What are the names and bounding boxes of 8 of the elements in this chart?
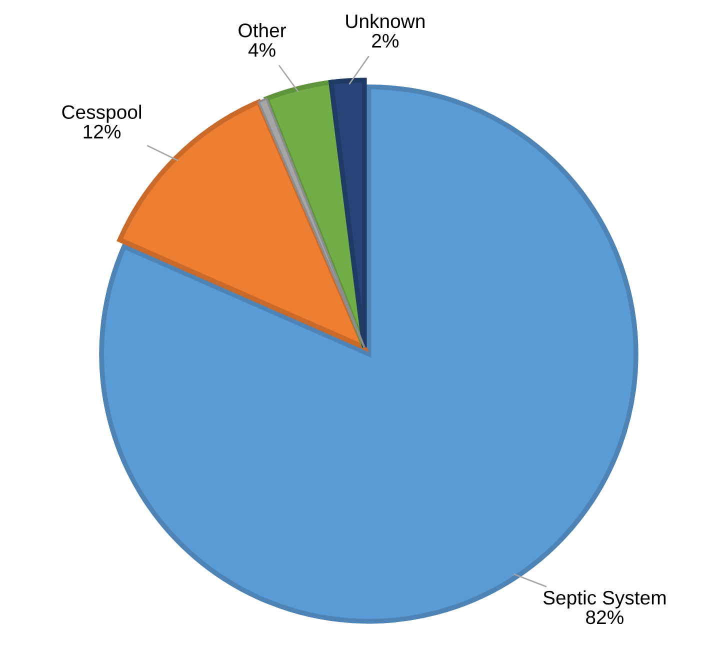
slice-label: Cesspool [62, 104, 141, 123]
data-label: 82% [586, 610, 624, 624]
slice-label: Septic System [543, 590, 666, 608]
slice-label: Unknown [346, 14, 424, 28]
data-label: 4% [248, 43, 276, 57]
data-label: 12% [84, 124, 121, 138]
data-label: 2% [372, 34, 399, 48]
slice-label: Other [238, 23, 286, 38]
